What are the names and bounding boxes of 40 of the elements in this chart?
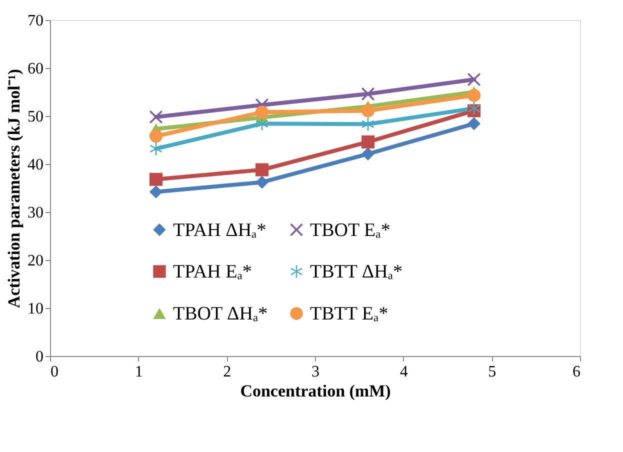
point xyxy=(149,185,163,198)
y-tick-label: 40 xyxy=(28,156,44,174)
y-tick-label: 10 xyxy=(28,300,44,318)
point xyxy=(256,117,268,130)
x-tick-label: 4 xyxy=(400,364,408,380)
point xyxy=(362,118,374,131)
point xyxy=(150,142,162,156)
point xyxy=(255,106,269,119)
legend-label: TBOT Eₐ* xyxy=(310,220,390,241)
y-tick-label: 60 xyxy=(28,60,44,78)
point xyxy=(467,88,481,102)
x-axis-title: Concentration (mM) xyxy=(240,382,391,400)
point xyxy=(467,117,481,130)
x-tick-label: 5 xyxy=(488,364,496,380)
y-tick-label: 0 xyxy=(36,348,44,366)
x-tick-label: 6 xyxy=(572,364,580,380)
point xyxy=(467,73,481,86)
x-tick-label: 0 xyxy=(50,364,58,380)
legend-label: TPAH ΔHₐ* xyxy=(173,220,266,241)
legend-label: TBTT ΔHₐ* xyxy=(310,262,403,282)
point xyxy=(149,172,163,186)
y-tick-label: 20 xyxy=(28,252,44,270)
legend-label: TBOT ΔHₐ* xyxy=(173,304,268,324)
x-tick-label: 2 xyxy=(223,364,232,380)
x-tick-label: 3 xyxy=(312,364,320,380)
x-tick-label: 1 xyxy=(134,364,143,380)
point xyxy=(361,147,375,160)
point xyxy=(255,163,269,176)
point xyxy=(468,102,480,115)
point xyxy=(361,87,375,100)
point xyxy=(255,176,269,189)
y-tick-label: 50 xyxy=(28,108,44,126)
point xyxy=(149,110,163,124)
legend-label: TBTT Eₐ* xyxy=(310,304,388,324)
y-tick-label: 30 xyxy=(28,204,44,222)
point xyxy=(361,135,375,148)
legend-label: TPAH Eₐ* xyxy=(173,262,252,282)
point xyxy=(149,130,163,143)
y-tick-label: 70 xyxy=(28,12,44,30)
y-axis-title: Activation parameters (kJ mol⁻¹) xyxy=(4,68,24,308)
